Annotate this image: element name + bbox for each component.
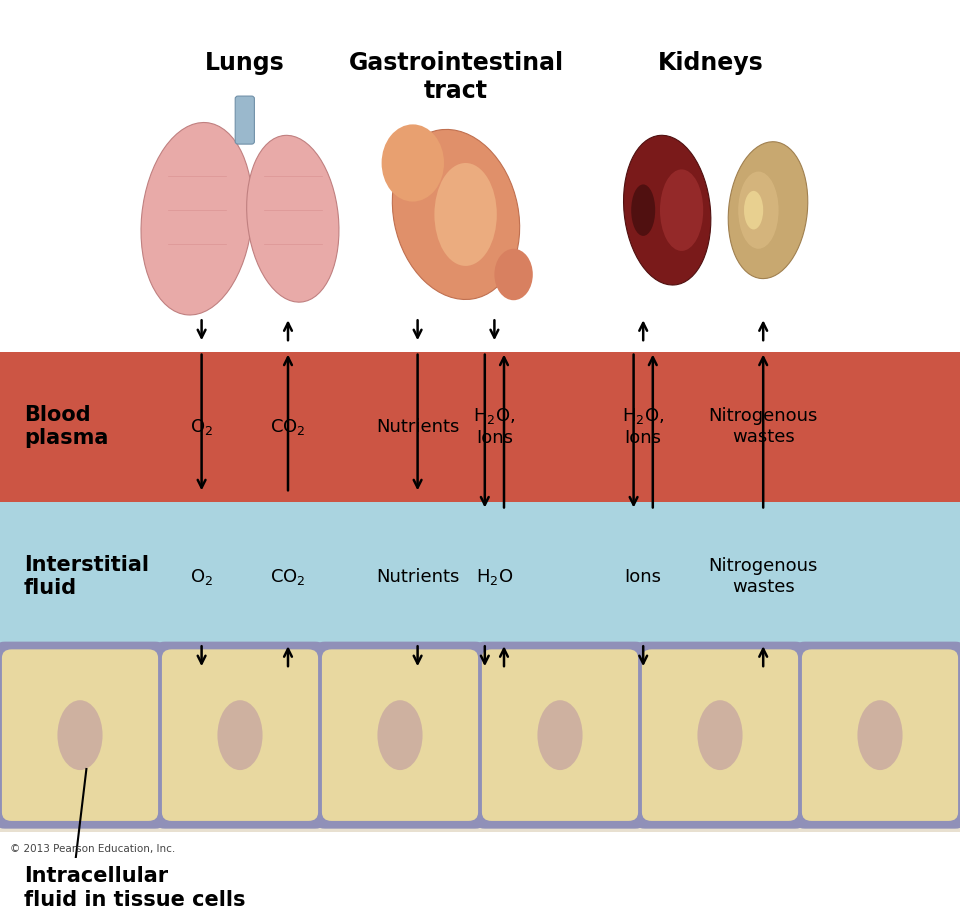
Text: Ions: Ions	[625, 568, 661, 586]
Text: $\mathregular{CO_2}$: $\mathregular{CO_2}$	[270, 417, 306, 437]
FancyBboxPatch shape	[473, 642, 647, 829]
Ellipse shape	[538, 700, 583, 770]
Text: Nutrients: Nutrients	[376, 568, 459, 586]
Ellipse shape	[393, 130, 519, 300]
Bar	[0, 351, 960, 502]
FancyBboxPatch shape	[482, 649, 638, 821]
Ellipse shape	[377, 700, 422, 770]
FancyBboxPatch shape	[322, 649, 478, 821]
Ellipse shape	[632, 184, 655, 236]
Bar	[0, 652, 960, 832]
Ellipse shape	[494, 249, 533, 301]
FancyBboxPatch shape	[793, 642, 960, 829]
Ellipse shape	[382, 124, 444, 202]
FancyBboxPatch shape	[235, 96, 254, 144]
Text: Nitrogenous
wastes: Nitrogenous wastes	[708, 408, 818, 446]
Text: Nutrients: Nutrients	[376, 418, 459, 436]
FancyBboxPatch shape	[154, 642, 326, 829]
Text: Kidneys: Kidneys	[658, 52, 763, 75]
FancyBboxPatch shape	[2, 649, 158, 821]
FancyBboxPatch shape	[634, 642, 806, 829]
Text: Blood
plasma: Blood plasma	[24, 405, 108, 449]
Ellipse shape	[729, 142, 807, 279]
Ellipse shape	[247, 135, 339, 302]
Text: © 2013 Pearson Education, Inc.: © 2013 Pearson Education, Inc.	[10, 844, 175, 854]
Text: Gastrointestinal
tract: Gastrointestinal tract	[348, 52, 564, 104]
Bar	[0, 502, 960, 652]
Text: Intracellular
fluid in tissue cells: Intracellular fluid in tissue cells	[24, 866, 246, 908]
Ellipse shape	[744, 191, 763, 230]
Text: $\mathregular{H_2}$O,
Ions: $\mathregular{H_2}$O, Ions	[473, 407, 516, 447]
Text: $\mathregular{H_2}$O,
Ions: $\mathregular{H_2}$O, Ions	[622, 407, 664, 447]
Ellipse shape	[58, 700, 103, 770]
Text: Lungs: Lungs	[204, 52, 285, 75]
Ellipse shape	[697, 700, 743, 770]
Ellipse shape	[141, 123, 252, 315]
Text: $\mathregular{CO_2}$: $\mathregular{CO_2}$	[270, 567, 306, 587]
Text: Interstitial
fluid: Interstitial fluid	[24, 556, 149, 598]
Text: Nitrogenous
wastes: Nitrogenous wastes	[708, 558, 818, 597]
Text: $\mathregular{O_2}$: $\mathregular{O_2}$	[190, 417, 213, 437]
FancyBboxPatch shape	[313, 642, 487, 829]
Text: $\mathregular{H_2}$O: $\mathregular{H_2}$O	[476, 567, 513, 587]
FancyBboxPatch shape	[642, 649, 798, 821]
Ellipse shape	[434, 163, 497, 266]
Ellipse shape	[738, 172, 779, 249]
FancyBboxPatch shape	[0, 642, 167, 829]
Ellipse shape	[660, 170, 703, 251]
FancyBboxPatch shape	[162, 649, 318, 821]
FancyBboxPatch shape	[802, 649, 958, 821]
Ellipse shape	[857, 700, 902, 770]
Ellipse shape	[624, 135, 710, 285]
Ellipse shape	[217, 700, 263, 770]
Text: $\mathregular{O_2}$: $\mathregular{O_2}$	[190, 567, 213, 587]
